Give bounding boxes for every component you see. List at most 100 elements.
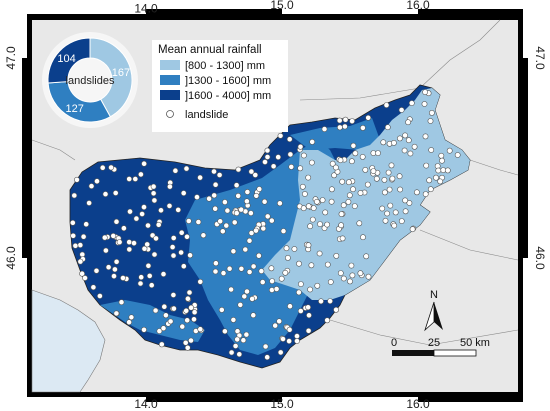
donut-slice-label-1: 127 (66, 103, 84, 115)
landslide-point (408, 100, 415, 106)
donut-slice-label-0: 167 (112, 67, 130, 79)
landslide-point (188, 337, 194, 344)
landslide-point (405, 137, 412, 144)
landslide-point (238, 206, 245, 213)
landslide-point (178, 249, 184, 256)
landslide-point (156, 328, 163, 334)
landslide-point (77, 258, 84, 265)
landslide-point (337, 157, 344, 164)
landslide-point (197, 326, 204, 333)
landslide-point (212, 205, 219, 212)
landslide-point (200, 232, 207, 239)
landslide-point (359, 125, 366, 131)
landslide-point (286, 326, 293, 333)
landslide-point (188, 304, 194, 311)
landslide-point (221, 199, 228, 205)
landslide-point (262, 343, 269, 350)
landslide-point (316, 250, 323, 257)
landslide-point (386, 186, 393, 193)
landslide-point (427, 186, 434, 193)
landslide-point (145, 222, 151, 229)
landslide-point (126, 319, 133, 326)
landslide-point (276, 318, 283, 325)
landslide-point (402, 197, 408, 204)
landslide-point (336, 117, 343, 124)
landslide-point (387, 202, 394, 209)
landslide-point (327, 298, 333, 304)
landslide-point (230, 316, 237, 323)
landslide-point (110, 232, 117, 239)
landslide-point (332, 164, 339, 171)
landslide-point (248, 230, 255, 236)
landslide-point (234, 336, 241, 343)
landslide-point (80, 233, 87, 240)
landslide-point (352, 150, 359, 157)
landslide-point (93, 267, 100, 274)
landslide-point (83, 221, 90, 228)
landslide-point (187, 252, 193, 259)
landslide-point (167, 318, 174, 325)
landslide-point (151, 251, 158, 258)
landslide-point (243, 331, 250, 338)
legend-swatch-medium (160, 75, 180, 85)
landslide-point (268, 287, 275, 293)
landslide-point (250, 263, 257, 270)
lon-label-bottom-3: 16.0 (406, 397, 430, 411)
landslide-point (183, 307, 190, 314)
landslide-point (317, 221, 323, 227)
scale-label-50: 50 km (460, 337, 490, 349)
lon-label-top-2: 15.0 (270, 0, 294, 12)
landslide-point (347, 278, 353, 285)
landslide-point (94, 178, 100, 185)
north-arrow-icon (434, 302, 443, 330)
landslide-point (77, 242, 84, 248)
landslide-point (287, 303, 293, 310)
landslide-point (422, 191, 429, 197)
landslide-point (197, 278, 204, 285)
landslide-point (236, 351, 243, 358)
landslide-point (379, 205, 386, 212)
lon-label-top-1: 14.0 (134, 1, 158, 15)
landslide-point (295, 289, 302, 296)
donut-slice-label-2: 104 (57, 53, 75, 65)
landslide-point (305, 174, 312, 181)
landslide-point (422, 133, 429, 140)
landslide-point (402, 132, 408, 139)
landslide-point (262, 159, 268, 165)
landslide-point (108, 164, 114, 171)
landslide-point (255, 252, 262, 259)
lon-label-top-3: 16.0 (406, 0, 430, 12)
landslide-point (349, 272, 356, 279)
landslide-point (329, 160, 336, 167)
landslide-point (101, 234, 108, 241)
landslide-point (264, 147, 271, 154)
landslide-point (170, 305, 177, 312)
landslide-point (280, 336, 286, 342)
landslide-point (299, 183, 306, 190)
landslide-point (413, 189, 420, 196)
landslide-point (99, 164, 106, 171)
landslide-point (97, 293, 103, 299)
landslide-point (370, 168, 377, 174)
landslide-point (162, 312, 169, 319)
landslide-point (382, 217, 389, 224)
landslide-point (273, 286, 280, 292)
landslide-point (384, 124, 391, 131)
landslide-point (409, 226, 416, 233)
landslide-point (116, 239, 123, 245)
landslide-point (322, 209, 329, 216)
landslide-point (180, 263, 187, 270)
landslide-point (184, 317, 191, 324)
landslide-point (179, 323, 186, 330)
lat-label-left-1: 47.0 (4, 46, 18, 70)
landslide-point (305, 203, 312, 210)
landslide-point (118, 299, 125, 306)
legend-title: Mean annual rainfall (158, 44, 262, 56)
landslide-point (90, 284, 97, 291)
landslide-point (212, 260, 219, 267)
landslide-point (148, 282, 155, 289)
landslide-point (345, 179, 352, 186)
landslide-point (226, 265, 233, 272)
landslide-point (249, 295, 256, 302)
donut-slice-2 (47, 37, 91, 84)
